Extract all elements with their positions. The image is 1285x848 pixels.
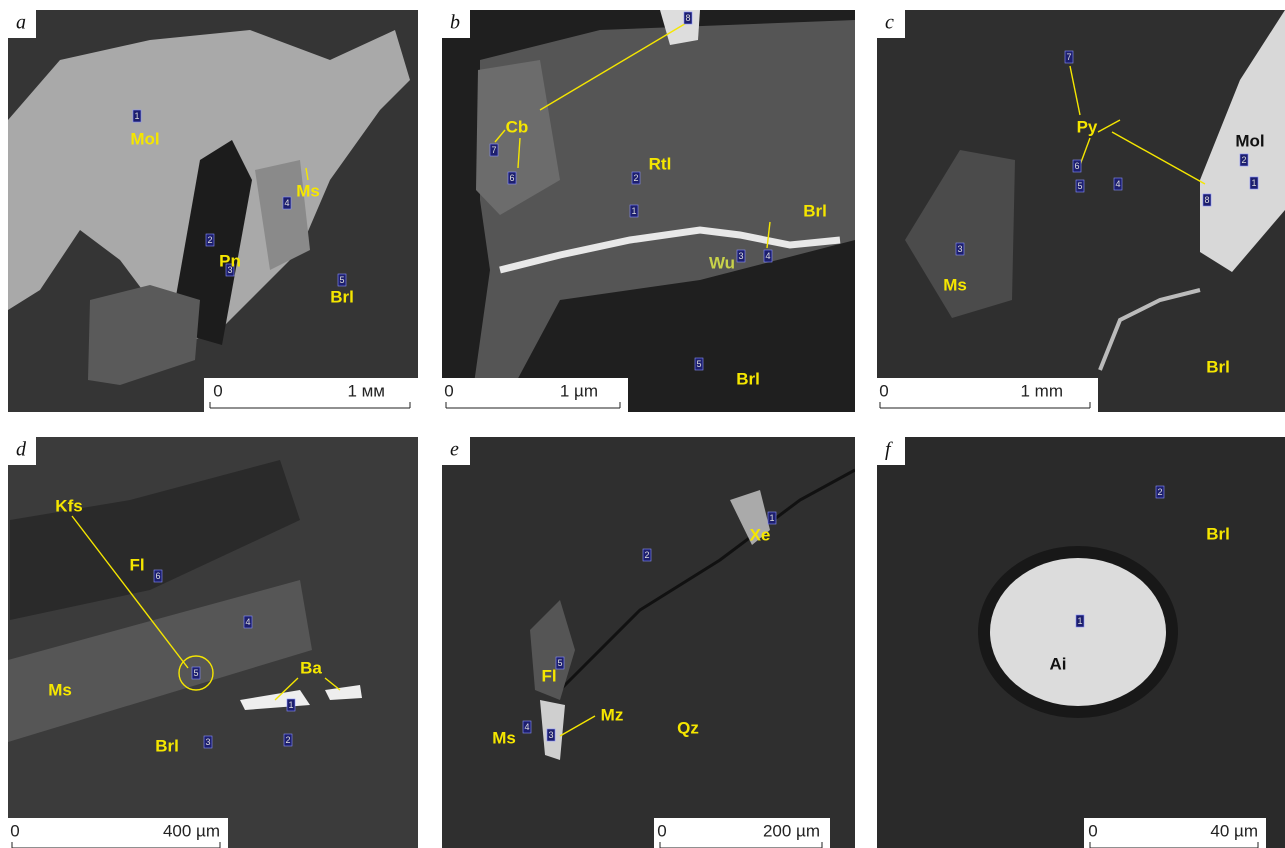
point-number: 8 [685, 13, 690, 23]
scale-zero: 0 [657, 821, 666, 840]
point-number: 2 [1241, 155, 1246, 165]
panel-letter: a [16, 12, 26, 34]
scale-zero: 0 [1088, 821, 1097, 840]
point-number: 1 [288, 700, 293, 710]
panel-letter: b [450, 12, 460, 34]
scale-zero: 0 [10, 821, 19, 840]
panel-letter: e [450, 439, 459, 461]
point-number: 6 [155, 571, 160, 581]
point-number: 5 [696, 359, 701, 369]
mineral-label: Brl [330, 287, 354, 306]
point-number: 4 [765, 251, 770, 261]
point-number: 5 [193, 668, 198, 678]
scale-length: 200 µm [763, 821, 820, 840]
micrograph-f [877, 437, 1285, 848]
mineral-label: Brl [155, 736, 179, 755]
scale-length: 40 µm [1210, 821, 1258, 840]
point-number: 3 [957, 244, 962, 254]
point-number: 6 [509, 173, 514, 183]
mineral-label: Cb [506, 117, 529, 136]
point-number: 7 [1066, 52, 1071, 62]
point-number: 1 [134, 111, 139, 121]
micrograph-c [877, 10, 1285, 412]
mineral-label: Rtl [649, 154, 672, 173]
letter-box [877, 437, 905, 465]
mineral-label: Ms [296, 181, 320, 200]
mineral-label: Py [1077, 117, 1098, 136]
panel-letter: d [16, 439, 27, 461]
micrograph-b [442, 10, 855, 412]
scale-zero: 0 [444, 381, 453, 400]
micrograph-e [442, 437, 855, 848]
point-number: 2 [207, 235, 212, 245]
mineral-label: Ai [1050, 654, 1067, 673]
mineral-label: Mol [1235, 131, 1264, 150]
point-number: 7 [491, 145, 496, 155]
mineral-label: Wu [709, 253, 735, 272]
point-number: 1 [1251, 178, 1256, 188]
point-number: 5 [1077, 181, 1082, 191]
point-number: 4 [1115, 179, 1120, 189]
scale-length: 1 мм [347, 381, 385, 400]
mineral-label: Mz [601, 705, 624, 724]
scale-bg [204, 378, 418, 412]
point-number: 1 [769, 513, 774, 523]
point-number: 2 [633, 173, 638, 183]
scale-length: 1 µm [560, 381, 598, 400]
scale-length: 1 mm [1021, 381, 1064, 400]
point-number: 8 [1204, 195, 1209, 205]
mineral-label: Ba [300, 658, 322, 677]
mineral-label: Pn [219, 251, 241, 270]
scale-bg [874, 378, 1098, 412]
mineral-label: Ms [943, 275, 967, 294]
point-number: 6 [1074, 161, 1079, 171]
point-number: 2 [285, 735, 290, 745]
point-number: 2 [1157, 487, 1162, 497]
mineral-label: Kfs [55, 496, 82, 515]
scale-bg [440, 378, 628, 412]
mineral-label: Brl [803, 201, 827, 220]
mineral-label: Xe [750, 525, 771, 544]
micrograph-a [8, 10, 418, 412]
scale-length: 400 µm [163, 821, 220, 840]
point-number: 1 [631, 206, 636, 216]
mineral-label: Mol [130, 129, 159, 148]
point-number: 3 [205, 737, 210, 747]
mineral-label: Brl [1206, 524, 1230, 543]
panel-letter: c [885, 12, 894, 34]
scale-zero: 0 [213, 381, 222, 400]
point-number: 3 [738, 251, 743, 261]
mineral-label: Ms [48, 680, 72, 699]
scale-zero: 0 [879, 381, 888, 400]
mineral-label: Fl [541, 666, 556, 685]
mineral-label: Fl [129, 555, 144, 574]
figure: a 1 4 2 3 5 Mol Ms Pn Brl 0 1 мм b 8 7 6 2 1 4 3 5 Cb Rtl Brl Wu… [0, 0, 1285, 848]
mineral-label: Brl [736, 369, 760, 388]
point-number: 3 [548, 730, 553, 740]
mineral-label: Ms [492, 728, 516, 747]
point-number: 4 [284, 198, 289, 208]
point-number: 2 [644, 550, 649, 560]
point-number: 4 [524, 722, 529, 732]
point-number: 4 [245, 617, 250, 627]
mineral-label: Qz [677, 718, 699, 737]
point-number: 1 [1077, 616, 1082, 626]
point-number: 5 [557, 658, 562, 668]
mineral-label: Brl [1206, 357, 1230, 376]
point-number: 5 [339, 275, 344, 285]
